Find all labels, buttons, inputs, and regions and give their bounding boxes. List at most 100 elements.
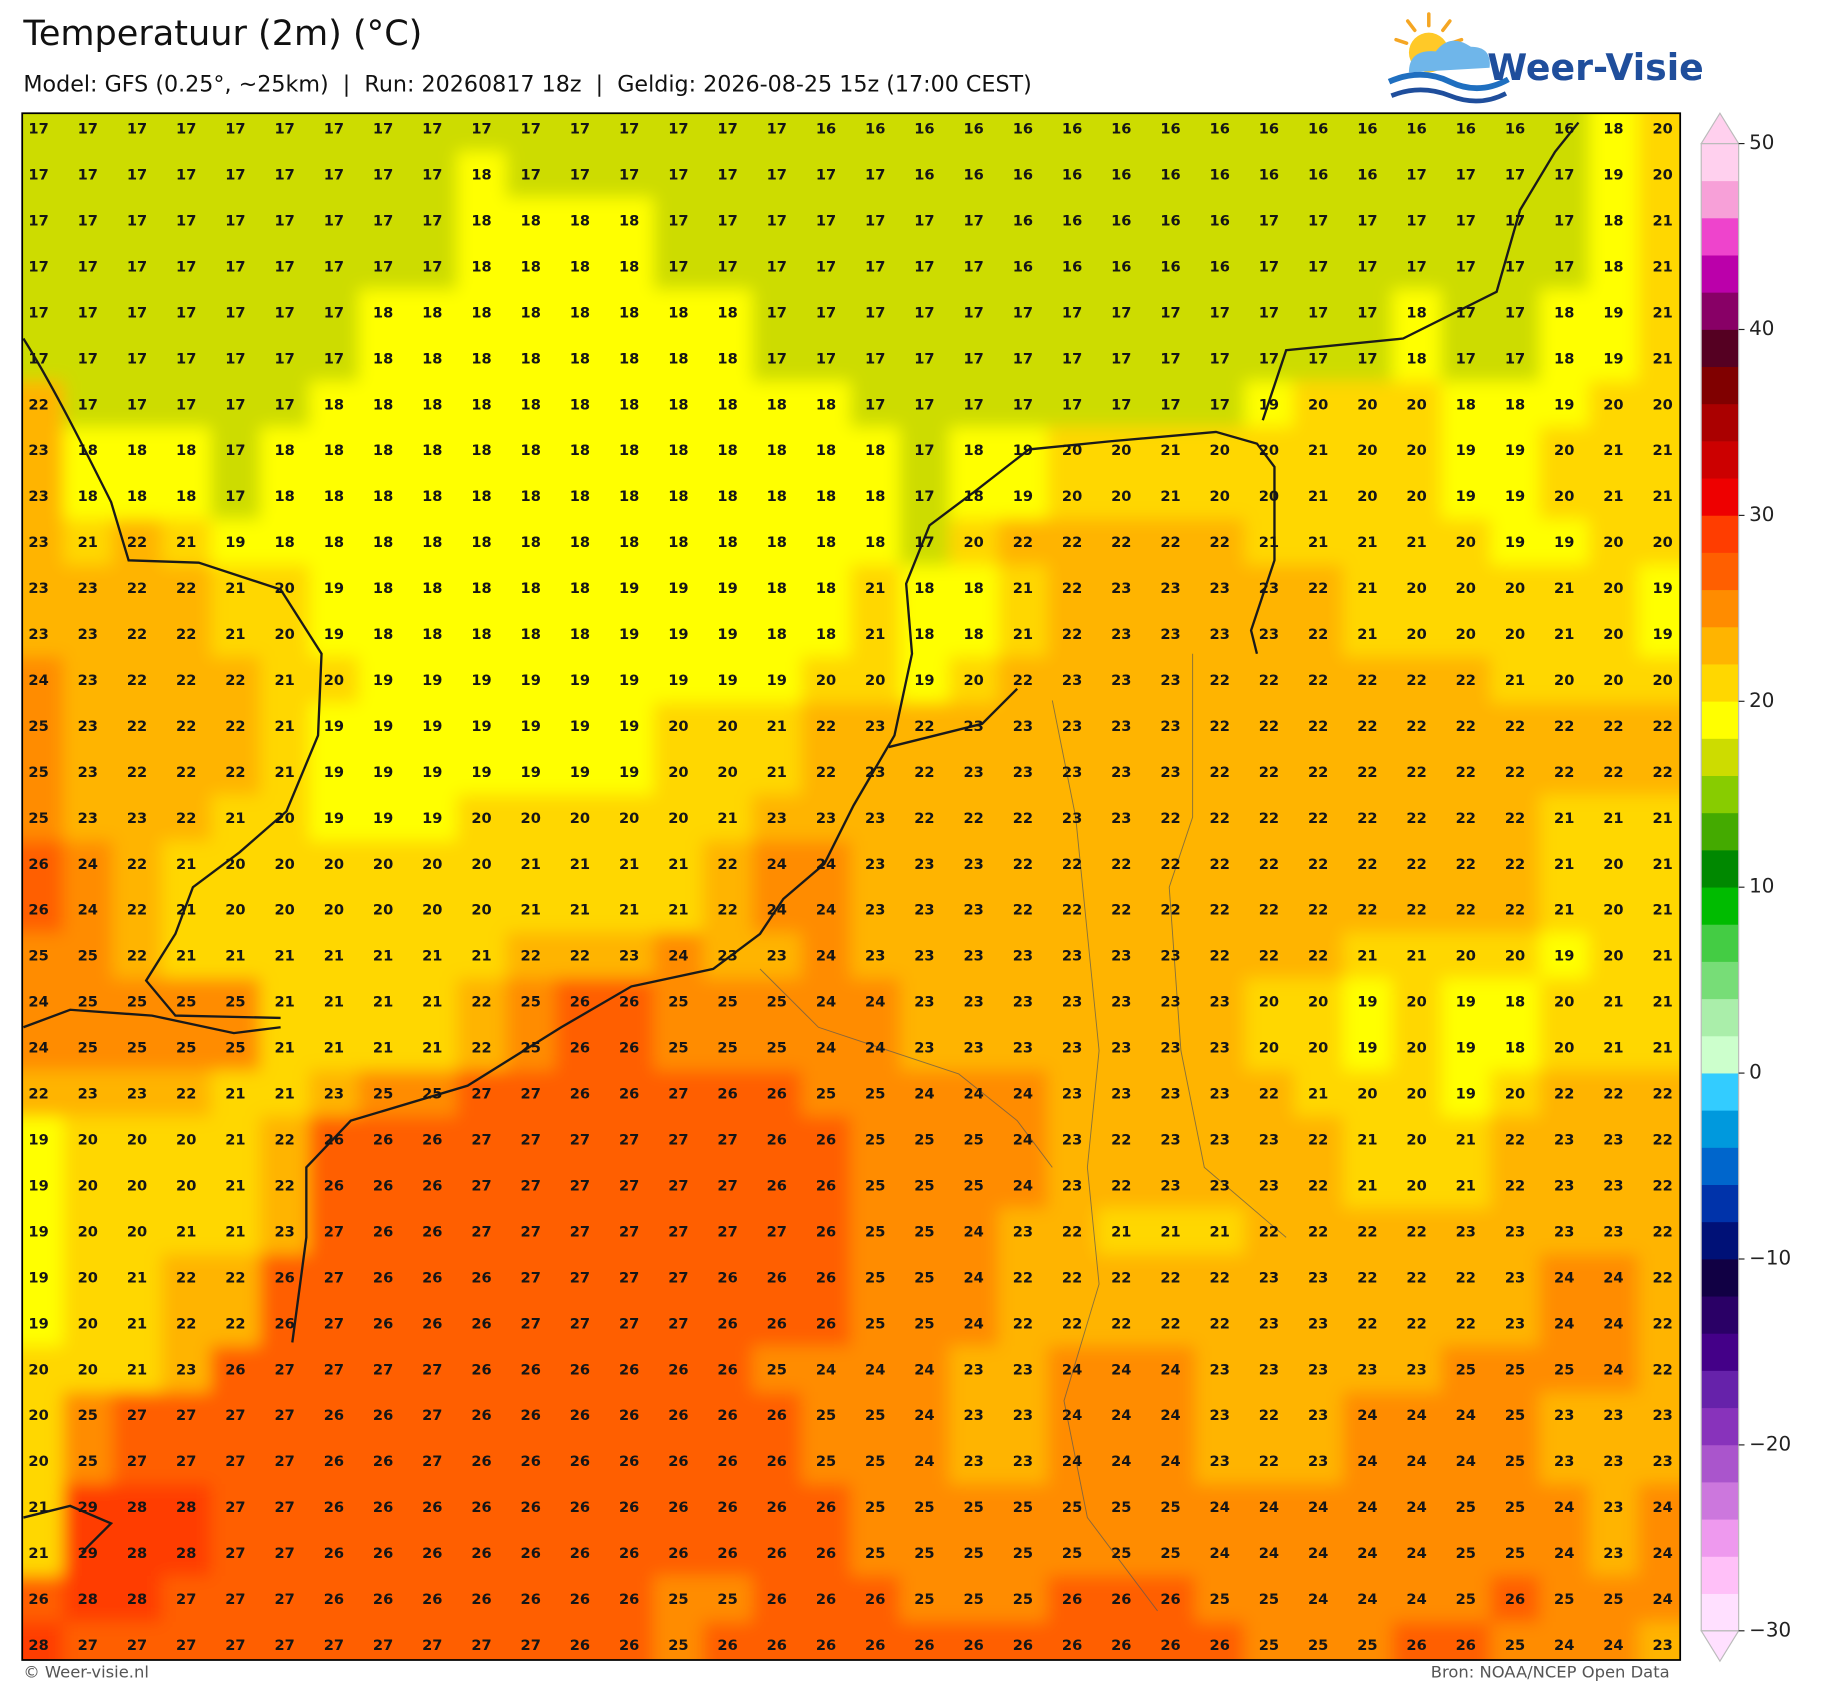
grid-cell — [161, 610, 212, 658]
grid-cell — [1539, 151, 1590, 198]
grid-value: 21 — [324, 994, 344, 1011]
grid-value: 23 — [1111, 1040, 1131, 1057]
grid-value: 23 — [28, 534, 48, 551]
grid-value: 23 — [1111, 718, 1131, 735]
grid-value: 23 — [176, 1361, 196, 1378]
grid-value: 21 — [1652, 994, 1672, 1011]
grid-value: 26 — [422, 1132, 442, 1149]
grid-cell — [1391, 564, 1442, 612]
grid-cell — [1145, 473, 1196, 520]
grid-value: 27 — [521, 1637, 541, 1654]
grid-value: 25 — [1308, 1637, 1328, 1654]
grid-value: 27 — [176, 1453, 196, 1470]
grid-cell — [1391, 473, 1442, 520]
grid-value: 26 — [767, 1545, 787, 1562]
grid-cell — [1539, 564, 1590, 612]
grid-value: 16 — [1308, 121, 1328, 138]
grid-value: 26 — [471, 1315, 491, 1332]
grid-value: 21 — [176, 902, 196, 919]
grid-cell — [604, 151, 655, 198]
grid-value: 18 — [570, 534, 590, 551]
grid-cell — [949, 151, 999, 198]
grid-value: 19 — [28, 1223, 48, 1240]
grid-cell — [850, 289, 901, 336]
grid-value: 24 — [1308, 1591, 1328, 1608]
grid-value: 24 — [914, 1453, 934, 1470]
grid-cell — [22, 243, 64, 290]
grid-value: 22 — [1111, 1132, 1131, 1149]
grid-cell — [752, 113, 802, 152]
grid-value: 23 — [1554, 1453, 1574, 1470]
grid-value: 23 — [865, 856, 885, 873]
grid-value: 22 — [1160, 1315, 1180, 1332]
grid-value: 24 — [1160, 1453, 1180, 1470]
colorbar-band — [1701, 887, 1739, 925]
grid-value: 23 — [865, 948, 885, 965]
grid-value: 22 — [914, 810, 934, 827]
grid-cell — [1293, 518, 1344, 566]
grid-value: 20 — [1406, 580, 1426, 597]
grid-value: 19 — [324, 810, 344, 827]
grid-value: 19 — [717, 672, 737, 689]
grid-value: 17 — [1456, 350, 1476, 367]
grid-cell — [702, 656, 753, 704]
grid-value: 21 — [1357, 580, 1377, 597]
grid-value: 17 — [1357, 304, 1377, 321]
grid-cell — [604, 564, 655, 612]
grid-cell — [850, 243, 901, 290]
grid-value: 17 — [1357, 212, 1377, 229]
grid-value: 17 — [274, 258, 294, 275]
grid-cell — [752, 289, 802, 336]
grid-value: 18 — [767, 626, 787, 643]
grid-value: 26 — [422, 1315, 442, 1332]
grid-cell — [949, 197, 999, 244]
grid-value: 20 — [127, 1177, 147, 1194]
grid-cell — [1638, 113, 1681, 152]
grid-value: 24 — [963, 1223, 983, 1240]
grid-value: 25 — [28, 948, 48, 965]
grid-value: 23 — [78, 810, 98, 827]
grid-value: 17 — [1505, 212, 1525, 229]
grid-value: 25 — [521, 1040, 541, 1057]
grid-value: 20 — [1456, 626, 1476, 643]
grid-value: 22 — [1210, 856, 1230, 873]
grid-cell — [309, 656, 360, 704]
grid-value: 26 — [422, 1499, 442, 1516]
grid-value: 24 — [963, 1269, 983, 1286]
grid-cell — [161, 656, 212, 704]
grid-cell — [1145, 518, 1196, 566]
grid-value: 20 — [324, 672, 344, 689]
grid-cell — [850, 113, 901, 152]
grid-value: 19 — [1505, 534, 1525, 551]
grid-value: 17 — [521, 121, 541, 138]
grid-cell — [260, 702, 310, 750]
grid-value: 24 — [865, 1040, 885, 1057]
grid-cell — [309, 564, 360, 612]
grid-value: 22 — [1357, 764, 1377, 781]
colorbar-band — [1701, 292, 1739, 330]
grid-value: 22 — [225, 672, 245, 689]
grid-cell — [949, 113, 999, 152]
grid-cell — [949, 243, 999, 290]
grid-value: 21 — [28, 1545, 48, 1562]
grid-value: 20 — [1603, 396, 1623, 413]
grid-cell — [998, 113, 1049, 152]
grid-cell — [1391, 427, 1442, 474]
grid-value: 24 — [1111, 1407, 1131, 1424]
grid-cell — [1096, 381, 1147, 428]
grid-cell — [1391, 610, 1442, 658]
grid-cell — [1441, 113, 1491, 152]
grid-value: 24 — [963, 1086, 983, 1103]
grid-cell — [998, 381, 1049, 428]
grid-value: 18 — [373, 534, 393, 551]
grid-value: 18 — [963, 580, 983, 597]
grid-value: 26 — [619, 1040, 639, 1057]
grid-cell — [1539, 473, 1590, 520]
grid-value: 26 — [274, 1315, 294, 1332]
grid-value: 19 — [1603, 167, 1623, 184]
grid-value: 23 — [1111, 948, 1131, 965]
grid-cell — [1145, 113, 1196, 152]
grid-value: 27 — [717, 1223, 737, 1240]
grid-value: 24 — [1554, 1545, 1574, 1562]
